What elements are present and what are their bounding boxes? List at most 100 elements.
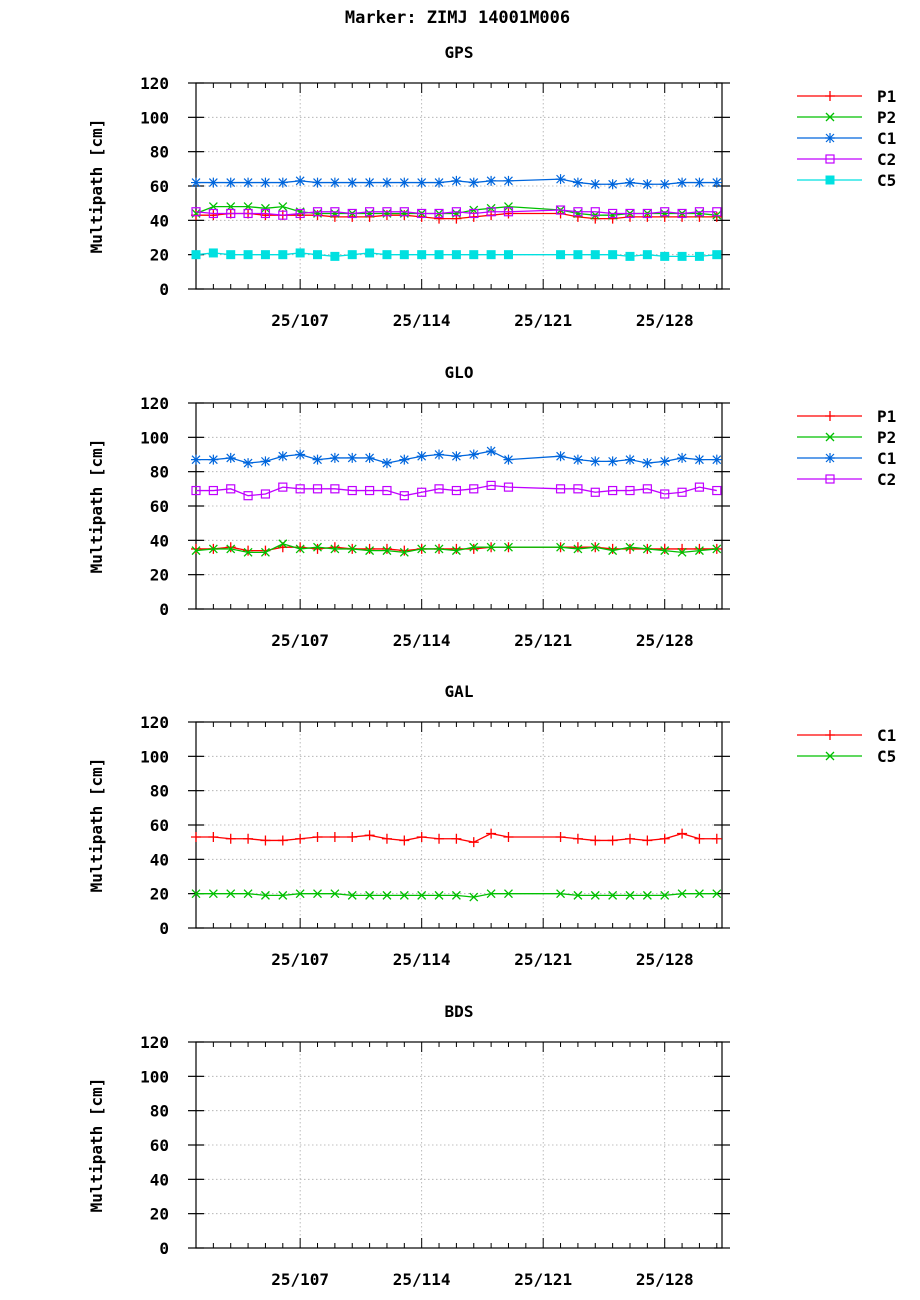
data-point [277, 451, 288, 462]
gal-title: GAL [445, 682, 474, 701]
data-point [417, 250, 427, 260]
legend-marker [825, 730, 835, 740]
data-point [642, 179, 653, 190]
data-point [451, 250, 461, 260]
data-point [364, 485, 375, 496]
data-point [434, 890, 444, 900]
data-point [226, 544, 236, 554]
data-point [572, 177, 583, 188]
data-point [399, 890, 409, 900]
x-tick-label: 25/114 [393, 1270, 451, 1289]
data-point [608, 485, 618, 496]
y-tick-label: 0 [159, 1239, 169, 1258]
legend-label: C1 [877, 129, 896, 148]
y-tick-label: 40 [150, 211, 169, 230]
data-point [260, 208, 271, 219]
glo-plot-frame [195, 402, 723, 610]
data-point [225, 542, 236, 553]
data-point [278, 202, 288, 212]
data-point [573, 207, 583, 217]
data-point [329, 452, 340, 463]
data-point [469, 484, 479, 494]
data-point [434, 833, 445, 844]
data-point [712, 250, 722, 260]
data-point [451, 485, 461, 496]
y-tick-label: 60 [150, 1136, 169, 1155]
data-point [347, 832, 358, 843]
data-point [417, 487, 427, 497]
data-point [660, 489, 670, 499]
data-point [382, 485, 392, 496]
data-point [399, 545, 410, 556]
data-point [208, 210, 219, 221]
data-point [451, 543, 462, 554]
data-point [590, 179, 601, 190]
y-tick-label: 80 [150, 463, 169, 482]
data-point [555, 832, 566, 843]
data-point [347, 250, 357, 260]
data-point [625, 208, 635, 219]
y-tick-label: 40 [150, 1170, 169, 1189]
data-point [364, 452, 375, 463]
legend-entry-p2: P2 [797, 428, 896, 447]
y-tick-label: 80 [150, 1102, 169, 1121]
data-point [365, 546, 375, 556]
glo-panel: GLO 0 20 40 60 80 100 120 25/107 25/114 25/121 25/1… [87, 363, 896, 650]
data-point [416, 177, 427, 188]
data-point [469, 250, 479, 260]
data-point [277, 177, 288, 188]
data-point [260, 890, 270, 900]
glo-title: GLO [445, 363, 474, 382]
y-tick-label: 40 [150, 850, 169, 869]
data-point [677, 487, 687, 497]
data-point [243, 208, 253, 219]
x-tick-label: 25/107 [271, 950, 329, 969]
data-point [659, 543, 670, 554]
legend-marker [825, 432, 835, 442]
data-point [381, 833, 392, 844]
x-tick-label: 25/107 [271, 631, 329, 650]
y-tick-label: 120 [140, 1033, 169, 1052]
glo-series-c2 [191, 480, 722, 501]
legend-label: C2 [877, 150, 896, 169]
data-point [607, 456, 618, 467]
legend-entry-c1: C1 [797, 449, 896, 468]
data-point [382, 890, 392, 900]
data-point [625, 890, 635, 900]
data-point [382, 546, 392, 556]
data-point [399, 547, 409, 557]
data-point [225, 833, 236, 844]
y-tick-label: 80 [150, 143, 169, 162]
data-point [260, 835, 271, 846]
legend-entry-p1: P1 [797, 407, 896, 426]
data-point [711, 177, 722, 188]
data-point [434, 208, 444, 219]
data-point [486, 175, 497, 186]
data-point [278, 890, 288, 900]
data-point [503, 832, 514, 843]
glo-series-c1 [191, 446, 722, 469]
legend-label: P1 [877, 407, 896, 426]
data-point [243, 250, 253, 260]
data-point [364, 177, 375, 188]
data-point [659, 179, 670, 190]
data-point [399, 491, 409, 501]
data-point [659, 456, 670, 467]
data-point [312, 484, 323, 494]
data-point [660, 546, 670, 556]
data-point [381, 458, 392, 469]
data-point [399, 250, 409, 260]
data-point [503, 207, 514, 217]
data-point [624, 454, 635, 465]
data-point [295, 175, 306, 186]
data-point [590, 542, 600, 552]
data-point [469, 542, 479, 552]
data-point [712, 889, 722, 899]
legend-marker [825, 112, 835, 122]
data-point [590, 250, 600, 260]
data-point [694, 543, 705, 554]
data-point [295, 449, 306, 460]
gps-series-c5 [191, 248, 722, 261]
data-point [191, 832, 201, 843]
